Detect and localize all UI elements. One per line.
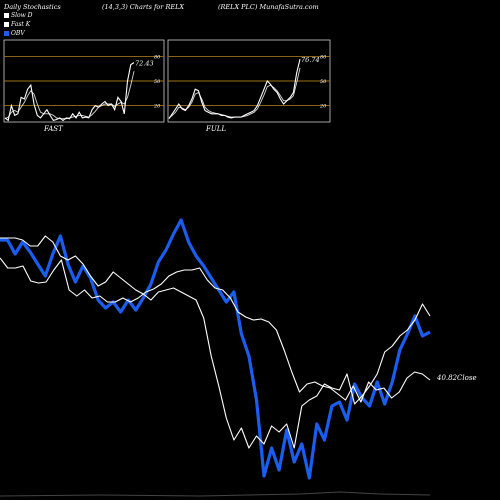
chart-header-left: Daily Stochastics [4, 3, 61, 11]
legend-fast-k-label: Fast K [11, 21, 31, 28]
series-close-1 [0, 257, 431, 403]
legend-slow-d-label: Slow D [11, 12, 33, 19]
series-obv-0 [0, 218, 431, 480]
legend-fast-k-swatch [4, 22, 9, 27]
legend-obv-swatch [4, 31, 9, 36]
chart-header-center: (14,3,3) Charts for RELX [102, 3, 185, 11]
panel-1-title: FULL [205, 125, 226, 133]
panel-0-level-label: 80 [154, 54, 161, 60]
legend-obv: OBV [4, 30, 25, 37]
close-value-label: 40.82Close [436, 374, 477, 382]
panel-0-level-label: 20 [153, 104, 161, 110]
panel-0-title: FAST [43, 125, 64, 133]
legend-fast-k: Fast K [4, 21, 30, 28]
panel-1-level-label: 50 [320, 79, 327, 85]
legend-slow-d-swatch [4, 13, 9, 18]
panel-0-last-value: 72.43 [135, 60, 154, 68]
legend-obv-label: OBV [11, 30, 25, 37]
panel-1-level-label: 80 [320, 54, 327, 60]
legend-slow-d: Slow D [4, 12, 33, 19]
chart-header-right: (RELX PLC) MunafaSutra.com [218, 3, 319, 11]
volume-baseline [0, 491, 431, 497]
panel-0-series-fast-k [4, 62, 135, 122]
series-close-2 [0, 235, 431, 449]
panel-0-series-slow-d [4, 71, 135, 120]
panel-1-last-value: 76.74 [301, 56, 320, 64]
panel-0-level-label: 50 [154, 79, 161, 85]
panel-1-series-slow-d [168, 67, 301, 119]
panel-1-level-label: 20 [319, 104, 327, 110]
